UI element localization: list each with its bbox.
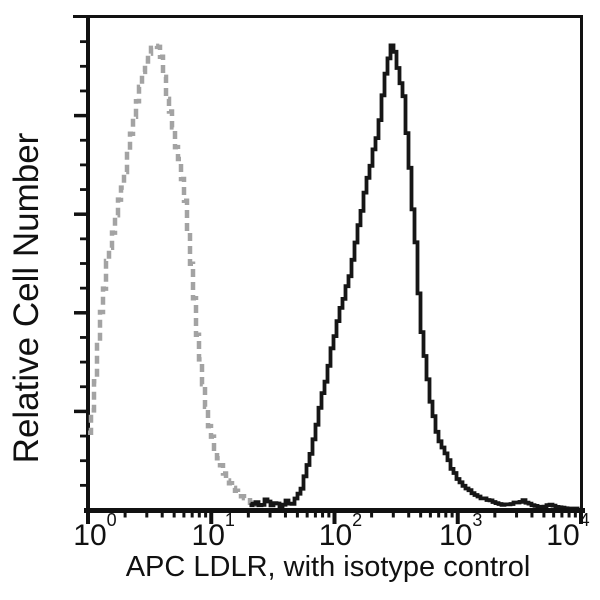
x-tick-label: 102	[318, 509, 363, 552]
x-tick-label: 101	[191, 509, 235, 552]
x-tick-label: 100	[73, 509, 117, 552]
apc-ldlr-curve	[249, 43, 580, 511]
x-tick-label: 103	[439, 509, 483, 552]
x-axis-label: APC LDLR, with isotype control	[125, 551, 531, 583]
x-tick-label: 104	[546, 509, 590, 552]
y-axis-label: Relative Cell Number	[7, 132, 46, 464]
isotype-control-curve	[88, 43, 259, 508]
